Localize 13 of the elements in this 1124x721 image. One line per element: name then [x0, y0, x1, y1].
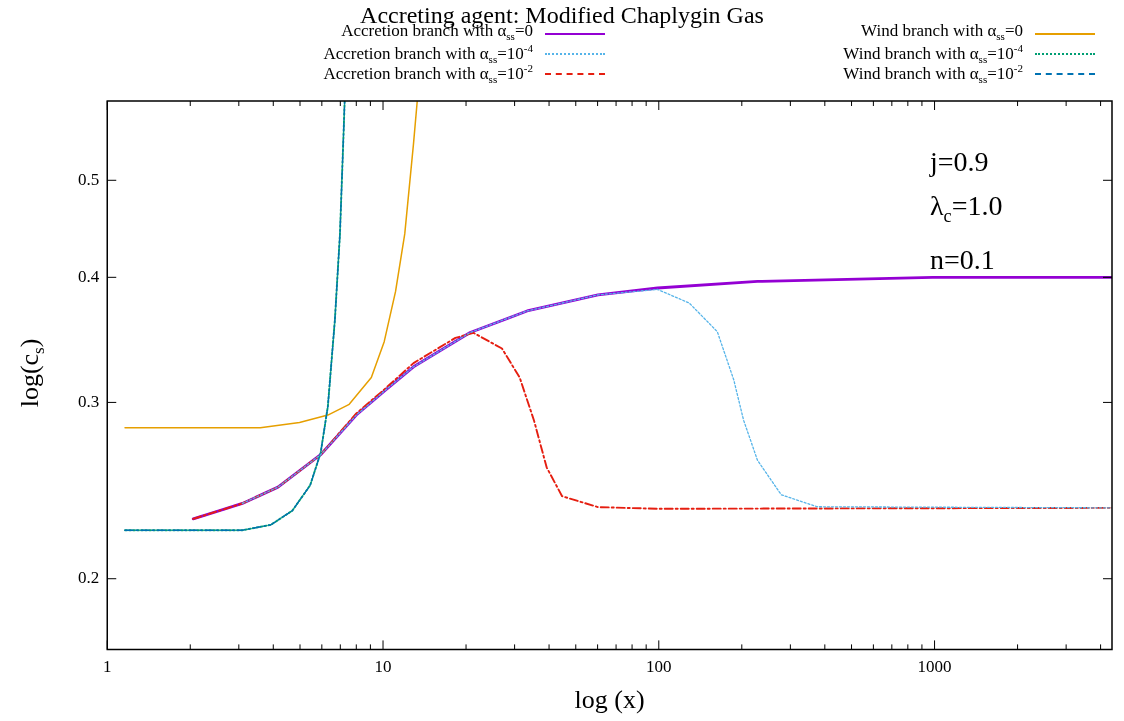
x-tick-label: 100 [646, 657, 672, 677]
x-tick-label: 1 [103, 657, 112, 677]
x-tick-label: 1000 [917, 657, 952, 677]
y-tick-label: 0.5 [78, 169, 100, 189]
annotation: λ$_{c}$=1.0 [930, 189, 1003, 228]
y-tick-label: 0.2 [78, 568, 100, 588]
y-tick-label: 0.3 [78, 391, 100, 411]
annotation: j=0.9 [930, 145, 990, 179]
x-axis-title: log (x) [574, 685, 645, 715]
y-tick-label: 0.4 [78, 266, 100, 286]
annotation: n=0.1 [930, 242, 996, 277]
x-tick-label: 10 [374, 657, 392, 677]
legend-label: Wind branch with α$_{ss}$=0 [861, 21, 1023, 43]
